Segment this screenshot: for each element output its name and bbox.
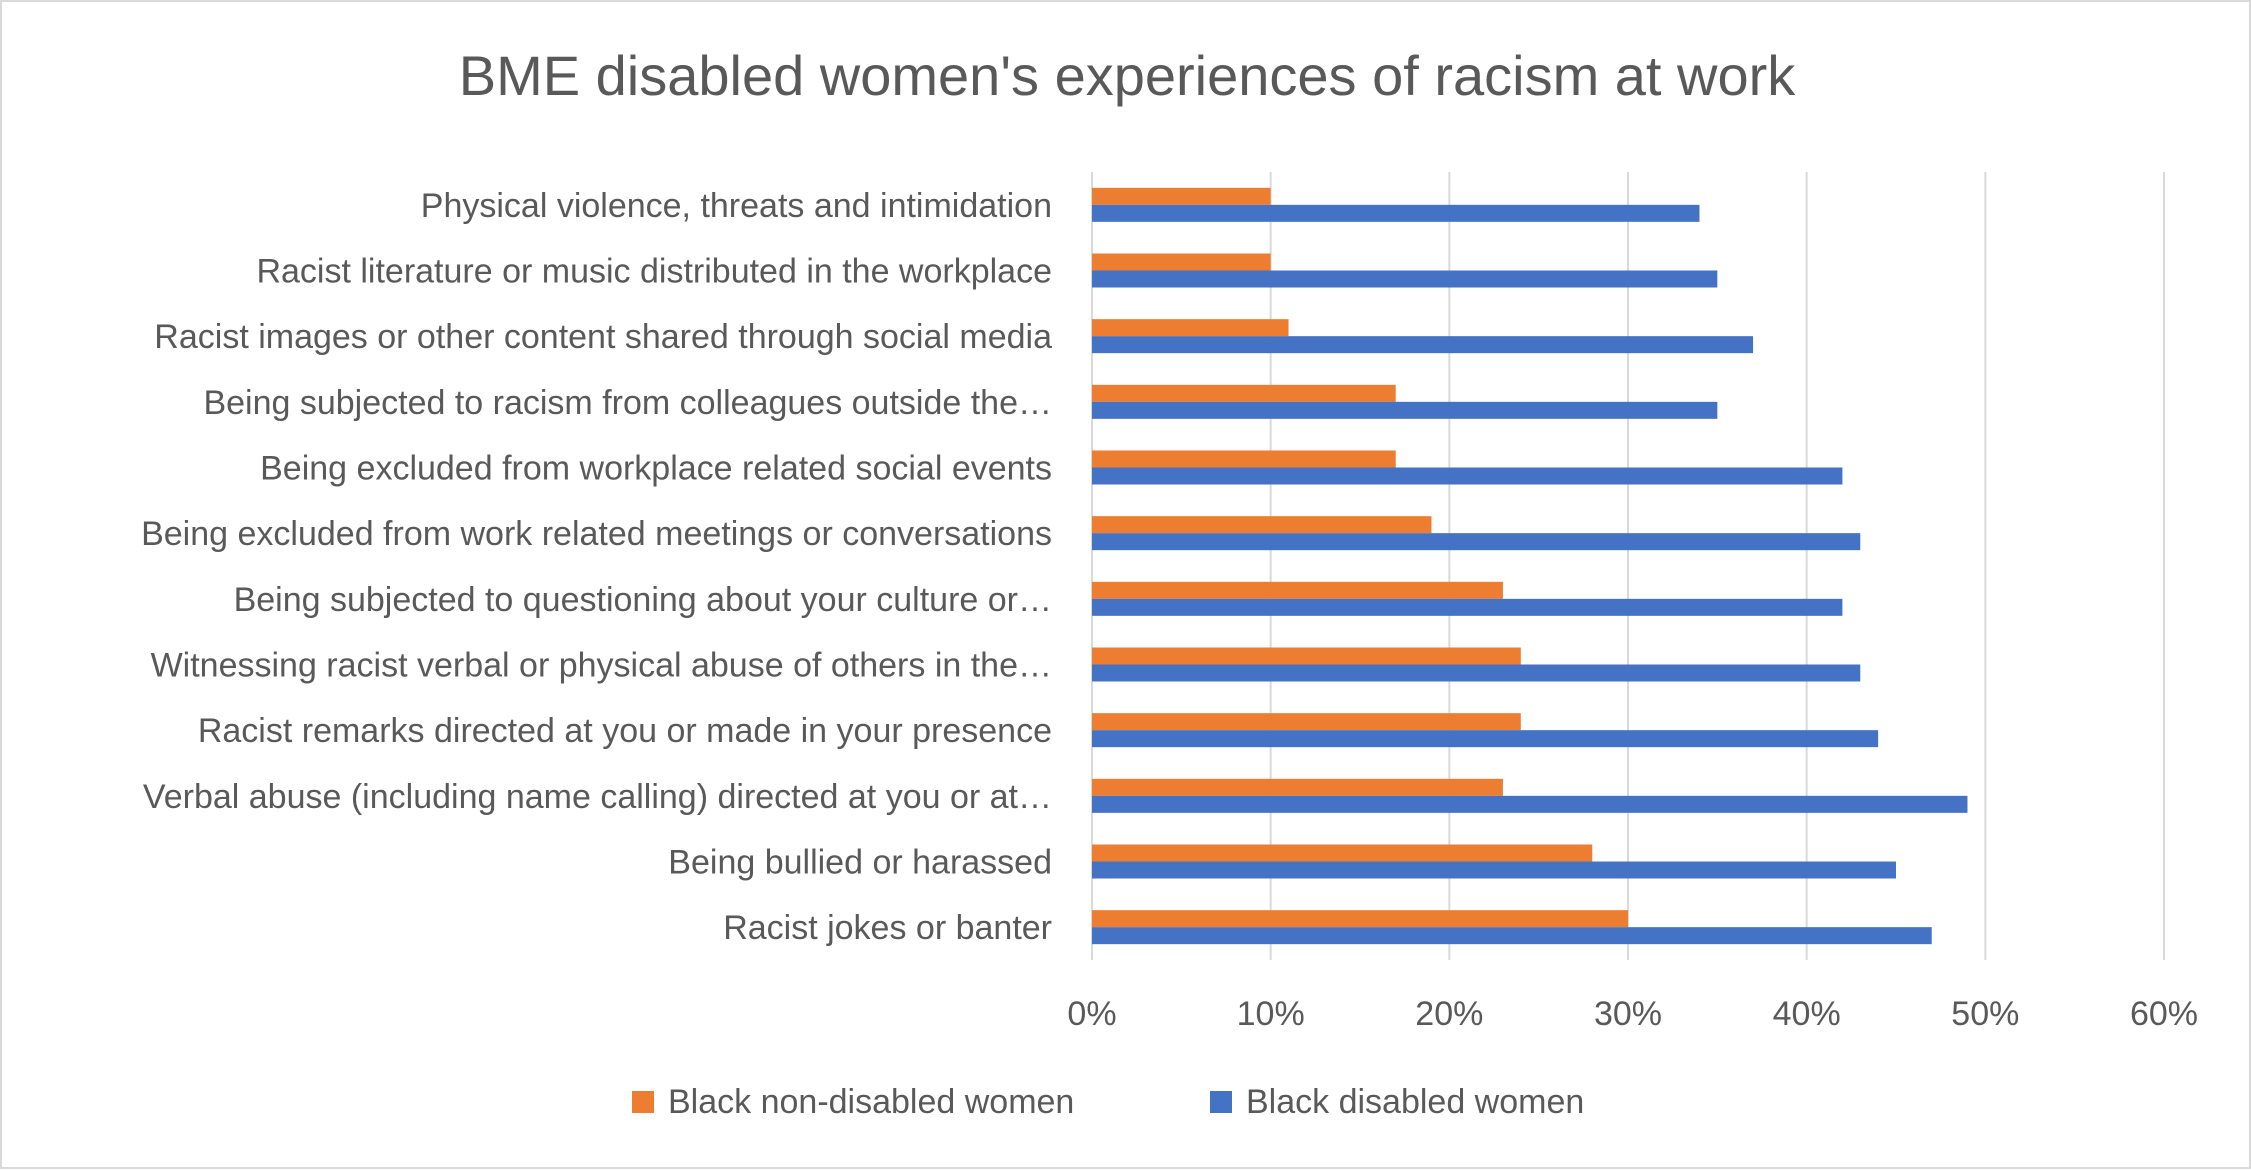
- category-label: Being subjected to racism from colleague…: [203, 384, 1052, 422]
- bar-disabled: [1092, 401, 1718, 419]
- category-label: Racist jokes or banter: [723, 909, 1052, 947]
- bar-non-disabled: [1092, 516, 1432, 534]
- bar-disabled: [1092, 270, 1718, 288]
- bar-disabled: [1092, 730, 1879, 748]
- category-label: Being excluded from workplace related so…: [260, 450, 1052, 488]
- category-label: Racist images or other content shared th…: [154, 318, 1052, 356]
- category-label: Racist literature or music distributed i…: [256, 253, 1052, 291]
- bar-non-disabled: [1092, 450, 1396, 468]
- bars: [1092, 187, 1968, 945]
- bar-non-disabled: [1092, 581, 1503, 599]
- x-tick-label: 50%: [1951, 995, 2019, 1033]
- bar-non-disabled: [1092, 713, 1521, 731]
- legend-label: Black non-disabled women: [668, 1083, 1074, 1121]
- x-tick-label: 30%: [1594, 995, 1662, 1033]
- x-axis-tick-labels: 0% 10% 20% 30% 40% 50% 60%: [1067, 995, 2198, 1033]
- x-tick-label: 0%: [1067, 995, 1116, 1033]
- category-label: Physical violence, threats and intimidat…: [421, 187, 1052, 225]
- category-label: Being subjected to questioning about you…: [234, 581, 1052, 619]
- gridlines: [1091, 172, 2165, 960]
- bar-non-disabled: [1092, 910, 1628, 928]
- x-tick-label: 20%: [1415, 995, 1483, 1033]
- bar-disabled: [1092, 598, 1843, 616]
- x-tick-label: 40%: [1773, 995, 1841, 1033]
- legend-swatch: [1210, 1091, 1232, 1113]
- legend: Black non-disabled women Black disabled w…: [632, 1083, 1584, 1121]
- bar-disabled: [1092, 861, 1896, 879]
- bar-disabled: [1092, 664, 1861, 682]
- category-label: Verbal abuse (including name calling) di…: [143, 778, 1052, 816]
- bar-non-disabled: [1092, 844, 1593, 862]
- x-tick-label: 10%: [1237, 995, 1305, 1033]
- bar-non-disabled: [1092, 187, 1271, 205]
- x-tick-label: 60%: [2130, 995, 2198, 1033]
- bar-non-disabled: [1092, 253, 1271, 271]
- bar-non-disabled: [1092, 319, 1289, 337]
- category-labels: Physical violence, threats and intimidat…: [141, 187, 1052, 947]
- bar-disabled: [1092, 795, 1968, 813]
- legend-label: Black disabled women: [1246, 1083, 1584, 1121]
- bar-non-disabled: [1092, 647, 1521, 665]
- chart-title: BME disabled women's experiences of raci…: [459, 44, 1797, 107]
- bar-disabled: [1092, 336, 1754, 354]
- category-label: Witnessing racist verbal or physical abu…: [151, 647, 1052, 685]
- bar-disabled: [1092, 204, 1700, 222]
- category-label: Being bullied or harassed: [668, 844, 1052, 882]
- category-label: Racist remarks directed at you or made i…: [198, 712, 1052, 750]
- legend-swatch: [632, 1091, 654, 1113]
- bar-disabled: [1092, 927, 1932, 945]
- bar-disabled: [1092, 533, 1861, 551]
- bar-non-disabled: [1092, 778, 1503, 796]
- category-label: Being excluded from work related meeting…: [141, 515, 1052, 553]
- bar-non-disabled: [1092, 384, 1396, 402]
- bar-disabled: [1092, 467, 1843, 485]
